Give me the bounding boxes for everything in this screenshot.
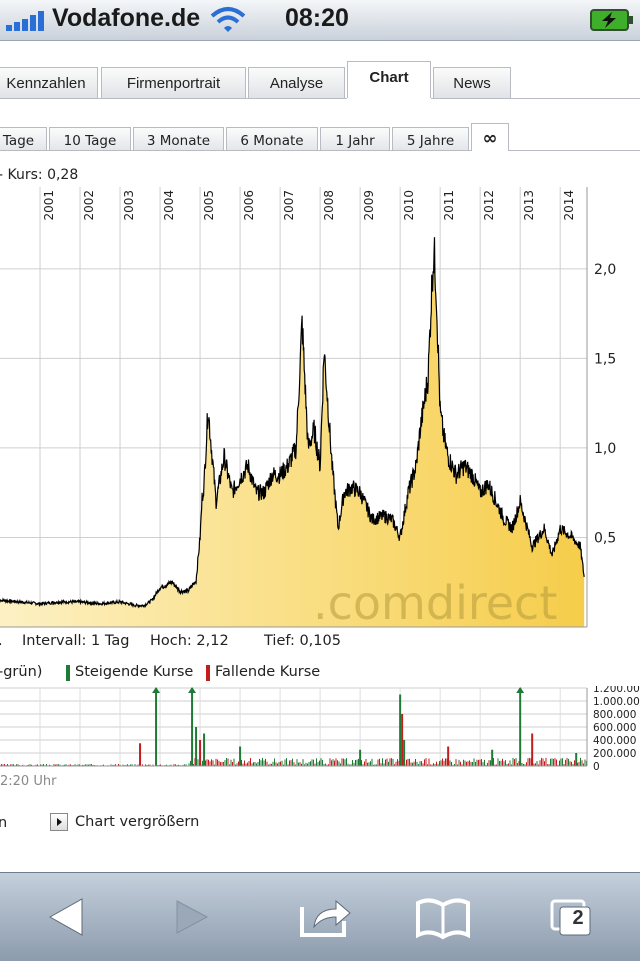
tab-firmenportrait[interactable]: Firmenportrait [101, 67, 246, 99]
range-label: 6 Monate [240, 133, 304, 149]
tabs-count: 2 [572, 907, 584, 929]
volume-chart: 1.200.0001.000.000800.000600.000400.0002… [0, 686, 640, 772]
volume-tick-label: 1.200.000 [593, 686, 640, 695]
year-tick-label: 2003 [122, 190, 136, 221]
legend-up-swatch [66, 665, 70, 681]
range-label: 10 Tage [63, 133, 117, 149]
year-tick-label: 2011 [442, 190, 456, 221]
tab-news[interactable]: News [433, 67, 511, 99]
volume-overflow-arrow [152, 687, 161, 693]
price-tick-label: 2,0 [594, 262, 616, 278]
legend-down: Fallende Kurse [215, 664, 321, 680]
stats-dot: . [0, 633, 3, 649]
forward-arrow-icon [176, 900, 209, 934]
back-button[interactable] [20, 873, 110, 961]
price-chart: 2001 2002 2003 2004 2005 2006 2007 2008 2009 2010… [0, 187, 616, 629]
range-3-monate[interactable]: 3 Monate [133, 127, 224, 151]
range-divider [509, 150, 640, 151]
share-button[interactable] [280, 873, 370, 961]
enlarge-chart-button[interactable]: Chart vergrößern [50, 810, 210, 838]
high-stat: Hoch: 2,12 [150, 633, 229, 649]
volume-tick-label: 0 [593, 761, 600, 772]
play-arrow-icon [50, 813, 68, 831]
forward-button[interactable] [145, 873, 235, 961]
volume-overflow-arrow [188, 687, 197, 693]
price-tick-label: 1,0 [594, 441, 616, 457]
legend-up: Steigende Kurse [75, 664, 194, 680]
range-label: Tage [2, 133, 35, 149]
price-area [0, 237, 585, 627]
year-tick-label: 2006 [242, 190, 256, 221]
year-tick-label: 2013 [522, 190, 536, 221]
interval-stat: Intervall: 1 Tag [22, 633, 130, 649]
volume-overflow-arrow [516, 687, 525, 693]
footer-link-left[interactable]: n [0, 815, 8, 831]
price-line [0, 237, 585, 609]
range-5-jahre[interactable]: 5 Jahre [392, 127, 469, 151]
legend-down-swatch [206, 665, 210, 681]
price-tick-label: 1,5 [594, 351, 616, 367]
year-tick-label: 2008 [322, 190, 336, 221]
year-tick-label: 2002 [82, 190, 96, 221]
book-icon [416, 898, 470, 940]
carrier-name: Vodafone.de [52, 4, 201, 32]
back-arrow-icon [48, 898, 83, 936]
tab-label: News [453, 75, 491, 92]
range-label: ∞ [482, 128, 498, 149]
range-divider [0, 150, 471, 151]
range-label: 1 Jahr [335, 133, 375, 149]
current-price: - Kurs: 0,28 [0, 167, 79, 183]
browser-toolbar: 2 [0, 872, 640, 961]
tab-label: Kennzahlen [6, 75, 86, 92]
range-6-monate[interactable]: 6 Monate [226, 127, 318, 151]
year-tick-label: 2014 [562, 190, 576, 221]
bookmarks-button[interactable] [398, 873, 488, 961]
battery-icon [590, 9, 633, 31]
volume-tick-label: 1.000.000 [593, 696, 640, 708]
watermark-label: .comdirect [313, 576, 557, 629]
volume-tick-label: 400.000 [593, 735, 636, 747]
tab-kennzahlen[interactable]: Kennzahlen [0, 67, 98, 99]
clock: 08:20 [285, 4, 349, 32]
tab-divider [431, 98, 640, 99]
chart-timestamp: 2:20 Uhr [0, 774, 57, 789]
legend-prefix: -grün) [0, 664, 43, 680]
tab-analyse[interactable]: Analyse [248, 67, 345, 99]
tabs-icon [550, 899, 591, 936]
price-tick-label: 0,5 [594, 530, 616, 546]
range-label: 5 Jahre [406, 133, 455, 149]
range-label: 3 Monate [146, 133, 211, 149]
year-tick-label: 2009 [362, 190, 376, 221]
wifi-icon [210, 7, 246, 32]
range-10-tage[interactable]: 10 Tage [49, 127, 131, 151]
year-tick-label: 2012 [482, 190, 496, 221]
year-tick-label: 2001 [42, 190, 56, 221]
volume-tick-label: 600.000 [593, 722, 636, 734]
tab-label: Analyse [269, 75, 324, 92]
share-icon [300, 899, 351, 937]
low-stat: Tief: 0,105 [264, 633, 341, 649]
range-tage[interactable]: Tage [0, 127, 47, 151]
tab-label: Firmenportrait [126, 75, 221, 92]
web-content: Kennzahlen Firmenportrait Analyse Chart … [0, 41, 640, 872]
tab-chart[interactable]: Chart [347, 61, 431, 98]
tab-label: Chart [369, 69, 409, 86]
volume-tick-label: 200.000 [593, 748, 636, 760]
range-max[interactable]: ∞ [471, 123, 509, 151]
tab-divider [0, 98, 347, 99]
volume-tick-label: 800.000 [593, 709, 636, 721]
year-tick-label: 2005 [202, 190, 216, 221]
year-tick-label: 2004 [162, 190, 176, 221]
tabs-button[interactable]: 2 [530, 873, 620, 961]
signal-icon [6, 11, 44, 31]
range-1-jahr[interactable]: 1 Jahr [320, 127, 390, 151]
year-tick-label: 2010 [402, 190, 416, 221]
year-tick-label: 2007 [282, 190, 296, 221]
status-bar: Vodafone.de 08:20 [0, 0, 640, 41]
enlarge-chart-label: Chart vergrößern [75, 814, 200, 830]
